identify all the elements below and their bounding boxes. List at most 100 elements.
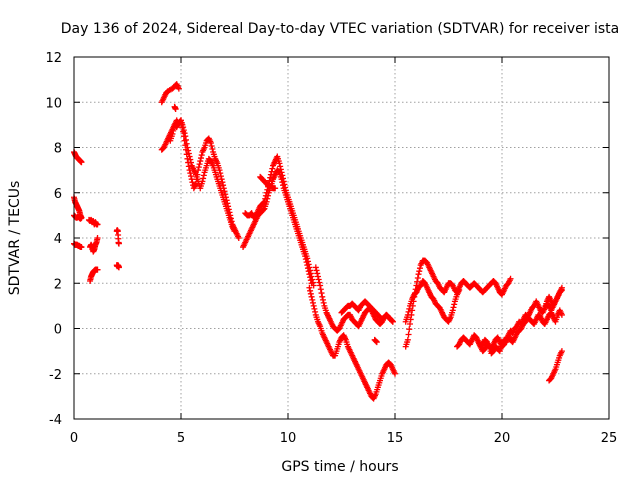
- data-point: [235, 235, 242, 241]
- data-point: [187, 156, 194, 163]
- data-point: [319, 293, 326, 300]
- axis-ticks: 0 5 10 15 20 25 -4 -2 0 2 4 6 8 10 12: [45, 51, 617, 446]
- data-point: [184, 144, 191, 151]
- data-point: [309, 299, 316, 306]
- data-point: [197, 158, 204, 165]
- data-point: [169, 130, 176, 137]
- data-point: [78, 159, 85, 166]
- y-tick-label: 12: [45, 51, 62, 66]
- x-tick-label: 15: [387, 431, 404, 446]
- data-point: [189, 179, 196, 186]
- x-tick-label: 0: [70, 431, 78, 446]
- data-point: [314, 270, 321, 277]
- y-tick-label: -2: [49, 368, 62, 383]
- data-point: [78, 244, 85, 251]
- data-point: [182, 133, 189, 140]
- data-point: [172, 106, 179, 113]
- data-point: [94, 235, 101, 241]
- data-point: [217, 170, 224, 177]
- data-point: [406, 320, 413, 327]
- data-point: [94, 266, 101, 273]
- data-point: [450, 304, 457, 311]
- data-point: [231, 228, 238, 235]
- series-h: [113, 227, 122, 247]
- series-z: [546, 348, 565, 384]
- data-point: [309, 296, 316, 303]
- data-point: [94, 221, 101, 228]
- data-point: [187, 159, 194, 166]
- x-tick-label: 20: [494, 431, 511, 446]
- data-point: [406, 326, 413, 333]
- data-point: [267, 174, 274, 181]
- data-point: [170, 127, 177, 134]
- series-u: [402, 257, 514, 350]
- y-axis-label: SDTVAR / TECUs: [7, 181, 23, 296]
- data-point: [558, 284, 565, 291]
- series-p: [257, 173, 279, 192]
- series-y: [541, 284, 565, 312]
- data-point: [279, 172, 286, 179]
- data-point: [269, 165, 276, 172]
- y-tick-label: 0: [54, 323, 62, 338]
- data-point: [185, 150, 192, 157]
- series-o: [242, 153, 317, 289]
- data-point: [308, 293, 315, 300]
- data-point: [276, 160, 283, 167]
- series-i: [113, 262, 122, 271]
- data-point: [261, 198, 268, 205]
- data-point: [195, 164, 202, 171]
- data-point: [198, 152, 205, 159]
- data-point: [311, 305, 318, 312]
- data-point: [208, 142, 215, 149]
- data-point: [282, 184, 289, 191]
- series-f: [87, 235, 101, 255]
- data-point: [485, 342, 492, 349]
- data-point: [308, 273, 315, 280]
- data-point: [317, 282, 324, 289]
- data-point: [306, 264, 313, 271]
- data-point: [200, 175, 207, 182]
- data-point: [305, 261, 312, 268]
- data-point: [416, 265, 423, 272]
- data-point: [277, 163, 284, 170]
- data-point: [304, 258, 311, 265]
- data-point: [449, 307, 456, 314]
- data-point: [312, 308, 319, 315]
- series-m: [171, 103, 179, 113]
- data-point: [180, 124, 187, 131]
- data-point: [307, 287, 314, 294]
- data-point: [199, 178, 206, 185]
- data-point: [217, 173, 224, 180]
- data-point: [175, 85, 182, 92]
- data-point: [414, 278, 421, 285]
- data-point: [263, 189, 270, 196]
- data-point: [315, 276, 322, 283]
- series-t: [371, 336, 380, 346]
- data-point: [197, 155, 204, 162]
- data-point: [262, 195, 269, 202]
- data-point: [306, 284, 313, 291]
- data-point: [185, 147, 192, 154]
- series-v: [402, 277, 463, 325]
- data-point: [404, 336, 411, 343]
- data-point: [281, 181, 288, 188]
- series-q: [306, 284, 398, 402]
- data-point: [222, 191, 229, 198]
- data-point: [185, 163, 192, 170]
- data-point: [207, 139, 214, 146]
- data-point: [115, 264, 122, 271]
- data-point: [392, 370, 398, 377]
- series-l: [167, 117, 238, 235]
- x-tick-label: 5: [177, 431, 185, 446]
- data-point: [304, 255, 311, 262]
- y-tick-label: 8: [54, 142, 62, 157]
- data-point: [220, 182, 227, 189]
- data-point: [181, 130, 188, 137]
- data-point: [280, 175, 287, 182]
- data-point: [310, 282, 317, 289]
- data-point: [266, 177, 273, 184]
- data-point: [314, 273, 321, 280]
- data-point: [280, 178, 287, 185]
- data-point: [310, 302, 317, 309]
